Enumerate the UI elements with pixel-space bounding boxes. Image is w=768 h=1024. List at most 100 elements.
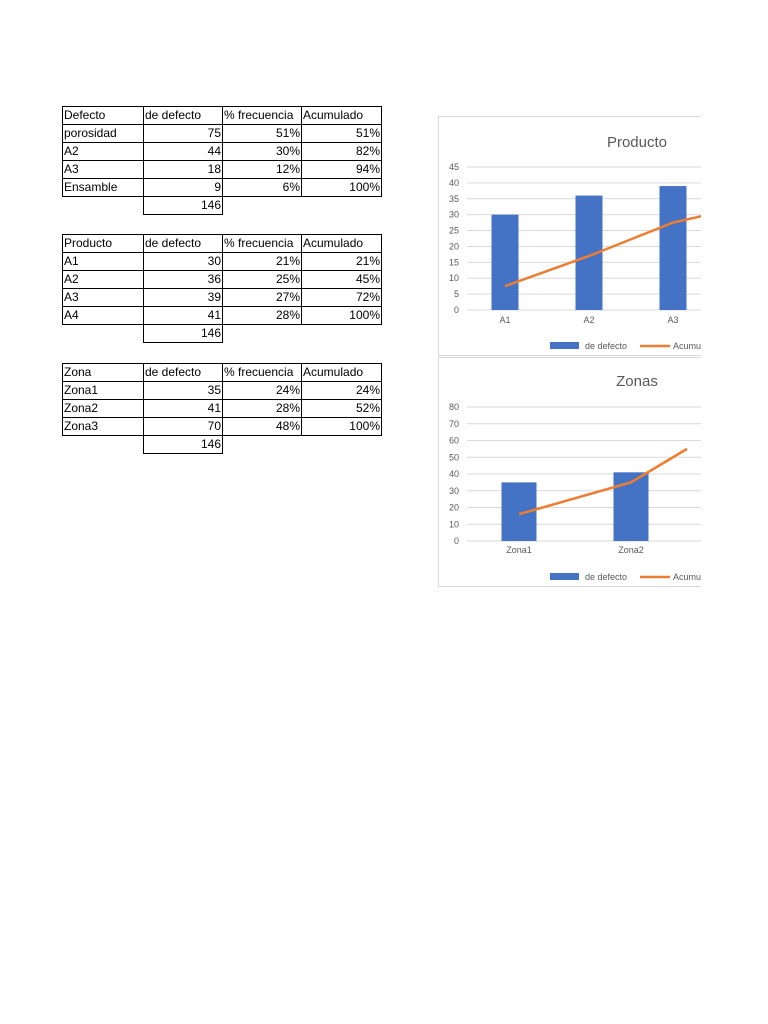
empty-cell[interactable] <box>223 325 302 343</box>
table-cell[interactable]: Ensamble <box>62 178 144 197</box>
y-tick-label: 0 <box>454 305 459 315</box>
table-cell[interactable]: 51% <box>301 124 382 143</box>
y-tick-label: 5 <box>454 289 459 299</box>
table-header-cell[interactable]: Acumulado <box>301 363 382 382</box>
table-cell[interactable]: Zona3 <box>62 417 144 436</box>
table-row: A4 41 28% 100% <box>62 306 382 325</box>
table-cell[interactable]: Zona2 <box>62 399 144 418</box>
table-row: Ensamble 9 6% 100% <box>62 178 382 197</box>
legend-label: de defecto <box>585 572 627 582</box>
x-tick-label: Zona1 <box>506 545 532 555</box>
table-cell[interactable]: A3 <box>62 288 144 307</box>
line-series <box>504 214 701 288</box>
table-cell[interactable]: 36 <box>143 270 223 289</box>
table-cell[interactable]: 45% <box>301 270 382 289</box>
empty-cell[interactable] <box>302 436 382 454</box>
y-tick-label: 30 <box>449 210 459 220</box>
table-cell[interactable]: 94% <box>301 160 382 179</box>
table-header-cell[interactable]: de defecto <box>143 234 223 253</box>
table-cell[interactable]: 9 <box>143 178 223 197</box>
table-cell[interactable]: Zona1 <box>62 381 144 400</box>
bar <box>491 214 519 310</box>
table-header-cell[interactable]: % frecuencia <box>222 234 302 253</box>
table-header-cell[interactable]: % frecuencia <box>222 363 302 382</box>
table-header-cell[interactable]: de defecto <box>143 106 223 125</box>
y-tick-label: 50 <box>449 452 459 462</box>
empty-cell[interactable] <box>63 197 144 215</box>
table-cell[interactable]: 21% <box>222 252 302 271</box>
table-total-row: 146 <box>63 435 382 454</box>
empty-cell[interactable] <box>223 197 302 215</box>
table-cell[interactable]: 39 <box>143 288 223 307</box>
table-row: A3 39 27% 72% <box>62 288 382 307</box>
table-cell[interactable]: A4 <box>62 306 144 325</box>
producto-chart[interactable]: Producto 0 5 10 15 20 25 30 35 40 45 A1 A2 A3 de defec… <box>438 116 701 356</box>
table-cell[interactable]: 28% <box>222 399 302 418</box>
table-row: A2 36 25% 45% <box>62 270 382 289</box>
table-header-cell[interactable]: de defecto <box>143 363 223 382</box>
table-cell[interactable]: 30% <box>222 142 302 161</box>
y-tick-label: 20 <box>449 241 459 251</box>
x-tick-label: A2 <box>583 315 594 325</box>
zonas-chart[interactable]: Zonas 0 10 20 30 40 50 60 70 80 Zona1 Zona2 de defec… <box>438 357 701 587</box>
table-header-cell[interactable]: % frecuencia <box>222 106 302 125</box>
table-row: A2 44 30% 82% <box>62 142 382 161</box>
table-cell[interactable]: 52% <box>301 399 382 418</box>
empty-cell[interactable] <box>223 436 302 454</box>
table-header-cell[interactable]: Zona <box>62 363 144 382</box>
total-cell[interactable]: 146 <box>143 435 223 454</box>
y-tick-label: 35 <box>449 194 459 204</box>
empty-cell[interactable] <box>302 325 382 343</box>
table-cell[interactable]: 100% <box>301 417 382 436</box>
empty-cell[interactable] <box>63 325 144 343</box>
table-cell[interactable]: 12% <box>222 160 302 179</box>
table-header-cell[interactable]: Defecto <box>62 106 144 125</box>
table-cell[interactable]: 72% <box>301 288 382 307</box>
legend-label: Acumu <box>673 572 701 582</box>
table-cell[interactable]: porosidad <box>62 124 144 143</box>
table-cell[interactable]: 100% <box>301 306 382 325</box>
table-cell[interactable]: 44 <box>143 142 223 161</box>
table-row: Zona1 35 24% 24% <box>62 381 382 400</box>
empty-cell[interactable] <box>302 197 382 215</box>
table-cell[interactable]: 6% <box>222 178 302 197</box>
table-row: Zona2 41 28% 52% <box>62 399 382 418</box>
table-cell[interactable]: 48% <box>222 417 302 436</box>
y-tick-label: 40 <box>449 178 459 188</box>
y-tick-label: 40 <box>449 469 459 479</box>
table-cell[interactable]: 41 <box>143 399 223 418</box>
table-cell[interactable]: 30 <box>143 252 223 271</box>
table-cell[interactable]: A3 <box>62 160 144 179</box>
table-cell[interactable]: 100% <box>301 178 382 197</box>
total-cell[interactable]: 146 <box>143 324 223 343</box>
table-cell[interactable]: 24% <box>222 381 302 400</box>
table-cell[interactable]: 75 <box>143 124 223 143</box>
producto-table: Producto de defecto % frecuencia Acumula… <box>62 234 382 343</box>
table-cell[interactable]: 51% <box>222 124 302 143</box>
total-cell[interactable]: 146 <box>143 196 223 215</box>
table-cell[interactable]: 18 <box>143 160 223 179</box>
table-cell[interactable]: 35 <box>143 381 223 400</box>
y-tick-label: 80 <box>449 402 459 412</box>
table-cell[interactable]: 82% <box>301 142 382 161</box>
y-tick-label: 0 <box>454 536 459 546</box>
table-cell[interactable]: 25% <box>222 270 302 289</box>
y-tick-label: 70 <box>449 419 459 429</box>
table-total-row: 146 <box>63 196 382 215</box>
table-header-cell[interactable]: Acumulado <box>301 106 382 125</box>
table-cell[interactable]: A1 <box>62 252 144 271</box>
table-header-cell[interactable]: Producto <box>62 234 144 253</box>
legend-swatch-bar <box>550 573 579 580</box>
table-cell[interactable]: 21% <box>301 252 382 271</box>
table-cell[interactable]: 27% <box>222 288 302 307</box>
table-cell[interactable]: A2 <box>62 270 144 289</box>
table-cell[interactable]: 28% <box>222 306 302 325</box>
table-total-row: 146 <box>63 324 382 343</box>
table-row: Zona3 70 48% 100% <box>62 417 382 436</box>
empty-cell[interactable] <box>63 436 144 454</box>
table-cell[interactable]: A2 <box>62 142 144 161</box>
table-header-cell[interactable]: Acumulado <box>301 234 382 253</box>
table-cell[interactable]: 41 <box>143 306 223 325</box>
table-cell[interactable]: 70 <box>143 417 223 436</box>
table-cell[interactable]: 24% <box>301 381 382 400</box>
